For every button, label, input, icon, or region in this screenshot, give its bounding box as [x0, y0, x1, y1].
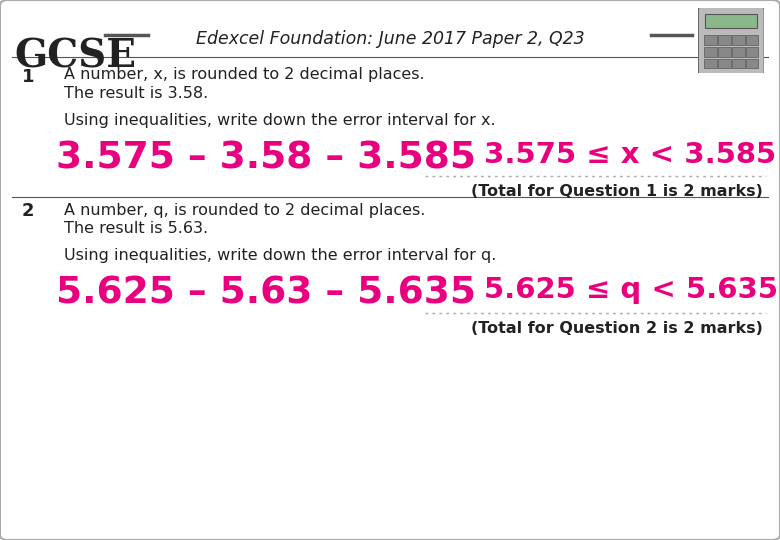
Text: 3.575 – 3.58 – 3.585: 3.575 – 3.58 – 3.585 — [56, 140, 476, 177]
FancyBboxPatch shape — [704, 59, 717, 69]
FancyBboxPatch shape — [746, 59, 758, 69]
FancyBboxPatch shape — [718, 35, 731, 45]
FancyBboxPatch shape — [705, 14, 757, 28]
FancyBboxPatch shape — [718, 59, 731, 69]
Text: A number, q, is rounded to 2 decimal places.: A number, q, is rounded to 2 decimal pla… — [64, 202, 425, 218]
FancyBboxPatch shape — [732, 59, 744, 69]
Text: 1: 1 — [22, 68, 34, 85]
FancyBboxPatch shape — [746, 35, 758, 45]
Text: Edexcel Foundation: June 2017 Paper 2, Q23: Edexcel Foundation: June 2017 Paper 2, Q… — [196, 30, 584, 48]
Text: 3.575 ≤ x < 3.585: 3.575 ≤ x < 3.585 — [484, 141, 776, 170]
FancyBboxPatch shape — [732, 35, 744, 45]
Text: Using inequalities, write down the error interval for q.: Using inequalities, write down the error… — [64, 248, 496, 264]
FancyBboxPatch shape — [718, 47, 731, 57]
Text: 5.625 ≤ q < 5.635: 5.625 ≤ q < 5.635 — [484, 276, 778, 305]
FancyBboxPatch shape — [732, 47, 744, 57]
Text: The result is 5.63.: The result is 5.63. — [64, 221, 208, 237]
Text: (Total for Question 2 is 2 marks): (Total for Question 2 is 2 marks) — [471, 321, 763, 336]
Text: GCSE: GCSE — [14, 38, 136, 76]
FancyBboxPatch shape — [704, 47, 717, 57]
Text: A number, x, is rounded to 2 decimal places.: A number, x, is rounded to 2 decimal pla… — [64, 68, 424, 83]
Text: Using inequalities, write down the error interval for x.: Using inequalities, write down the error… — [64, 113, 495, 129]
Text: The result is 3.58.: The result is 3.58. — [64, 86, 208, 102]
FancyBboxPatch shape — [704, 35, 717, 45]
FancyBboxPatch shape — [698, 7, 764, 75]
FancyBboxPatch shape — [746, 47, 758, 57]
Text: 2: 2 — [22, 202, 34, 220]
Text: (Total for Question 1 is 2 marks): (Total for Question 1 is 2 marks) — [471, 184, 763, 199]
Text: 5.625 – 5.63 – 5.635: 5.625 – 5.63 – 5.635 — [56, 275, 476, 312]
